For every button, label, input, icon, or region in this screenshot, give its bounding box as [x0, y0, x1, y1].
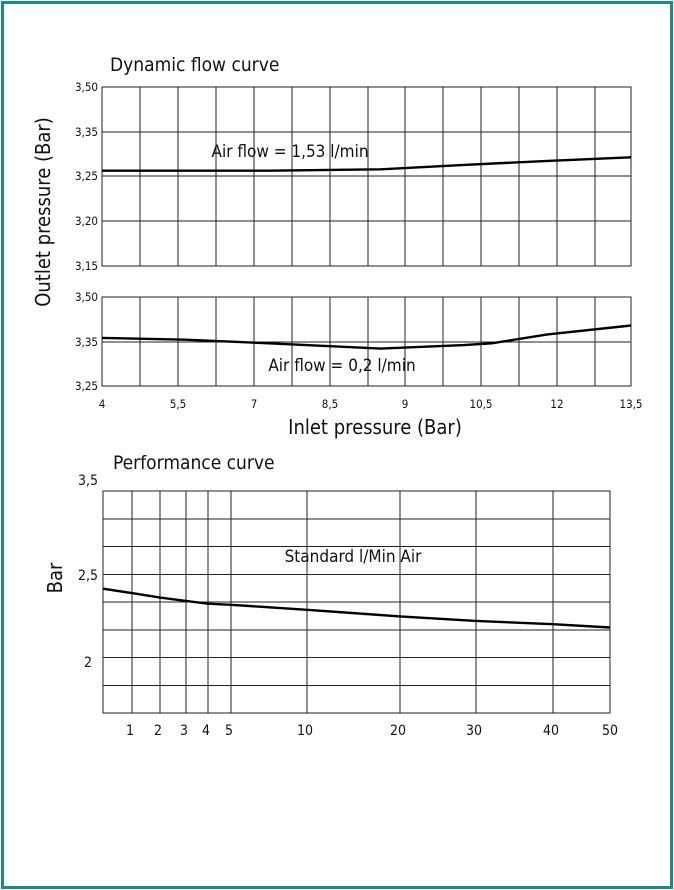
y-tick-label: 3,15 [75, 259, 98, 273]
x-tick-label: 20 [390, 723, 406, 739]
x-tick-label: 3 [180, 723, 188, 739]
dynamic-flow-title: Dynamic flow curve [110, 54, 279, 76]
dynamic-flow-panel-low: 3,50 3,35 3,25 Air flow = 0,2 l/min [75, 290, 632, 393]
performance-annotation: Standard l/Min Air [285, 547, 423, 567]
series-line [102, 587, 611, 629]
performance-y-axis-title: Bar [43, 562, 67, 593]
x-tick-label: 7 [251, 397, 258, 411]
performance-curve-title: Performance curve [113, 452, 275, 474]
y-tick-label: 2 [84, 655, 92, 671]
dynamic-flow-x-ticks: 4 5,5 7 8,5 9 10,5 12 13,5 [99, 397, 643, 411]
x-tick-label: 13,5 [619, 397, 642, 411]
x-tick-label: 30 [466, 723, 482, 739]
y-tick-label: 3,5 [78, 473, 98, 489]
dynamic-flow-panel-high: 3,50 3,35 3,25 3,20 3,15 Air flow = 1,53 l/mi… [75, 80, 632, 273]
y-tick-label: 3,35 [75, 335, 98, 349]
x-tick-label: 12 [550, 397, 563, 411]
x-tick-label: 10 [297, 723, 313, 739]
y-tick-label: 3,35 [75, 125, 98, 139]
x-tick-label: 8,5 [322, 397, 338, 411]
x-tick-label: 5 [225, 723, 233, 739]
y-tick-label: 3,25 [75, 169, 98, 183]
series-line [101, 324, 632, 350]
panel-annotation: Air flow = 0,2 l/min [268, 356, 415, 376]
panel-annotation: Air flow = 1,53 l/min [211, 142, 368, 162]
y-tick-label: 2,5 [78, 568, 98, 584]
x-tick-label: 50 [602, 723, 618, 739]
x-tick-label: 2 [154, 723, 162, 739]
x-tick-label: 4 [202, 723, 210, 739]
y-tick-label: 3,50 [75, 80, 98, 94]
x-tick-label: 4 [99, 397, 106, 411]
x-tick-label: 1 [126, 723, 134, 739]
outlet-pressure-axis-title: Outlet pressure (Bar) [31, 117, 55, 307]
x-tick-label: 10,5 [469, 397, 492, 411]
series-line [102, 156, 632, 172]
x-tick-label: 5,5 [170, 397, 186, 411]
y-tick-label: 3,50 [75, 290, 98, 304]
x-tick-label: 40 [543, 723, 559, 739]
x-tick-label: 9 [402, 397, 409, 411]
inlet-pressure-axis-title: Inlet pressure (Bar) [288, 415, 462, 439]
y-tick-label: 3,20 [75, 214, 98, 228]
performance-plot: 1 2 3 4 5 10 20 30 40 50 3,5 2,5 2 [78, 473, 618, 739]
y-tick-label: 3,25 [75, 379, 98, 393]
